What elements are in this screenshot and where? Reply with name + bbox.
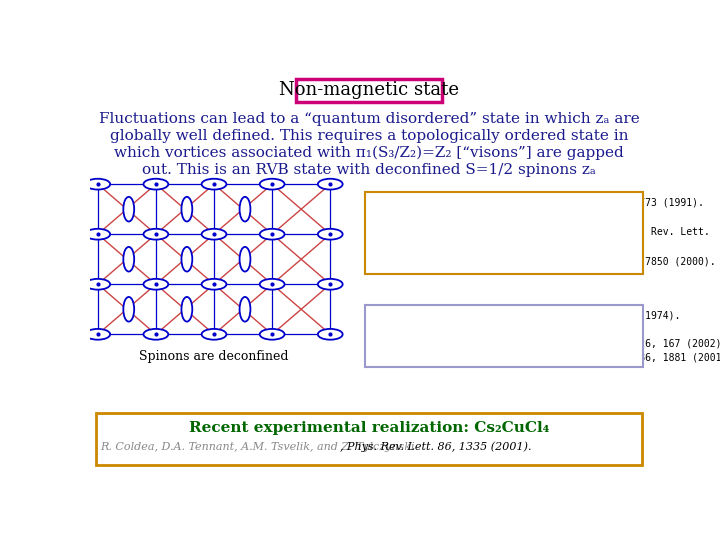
Ellipse shape [260,279,284,289]
Ellipse shape [143,329,168,340]
Ellipse shape [202,329,226,340]
Text: Recent experimental realization: Cs₂CuCl₄: Recent experimental realization: Cs₂CuCl… [189,421,549,435]
Ellipse shape [86,329,110,340]
Ellipse shape [240,247,251,272]
Ellipse shape [123,297,134,322]
Ellipse shape [66,197,76,221]
Text: G. Misguich and C. Lhuillier, Eur. Phys. J. B 26, 167 (2002).: G. Misguich and C. Lhuillier, Eur. Phys.… [369,339,720,349]
Ellipse shape [318,329,343,340]
Ellipse shape [143,229,168,240]
Ellipse shape [240,197,251,221]
Ellipse shape [143,179,168,190]
Ellipse shape [318,229,343,240]
Text: , Phys. Rev. Lett. 86, 1335 (2001).: , Phys. Rev. Lett. 86, 1335 (2001). [341,441,532,452]
Text: T. Senthil and M.P.A. Fisher, Phys. Rev. B 62, 7850 (2000).: T. Senthil and M.P.A. Fisher, Phys. Rev.… [369,256,716,267]
Ellipse shape [86,229,110,240]
Ellipse shape [86,279,110,289]
Ellipse shape [123,247,134,272]
Ellipse shape [143,279,168,289]
Text: P. Fazekas and P.W. Anderson, Phil Mag 30, 23 (1974).: P. Fazekas and P.W. Anderson, Phil Mag 3… [369,311,680,321]
Text: X. G. Wen, Phys. Rev. B 44, 2664 (1991).: X. G. Wen, Phys. Rev. B 44, 2664 (1991). [369,213,604,222]
Ellipse shape [66,297,76,322]
Text: out. This is an RVB state with deconfined S=1/2 spinons zₐ: out. This is an RVB state with deconfine… [142,163,596,177]
Text: R. Moessner and S.L. Sondhi, Phys. Rev. Lett. 86, 1881 (2001).: R. Moessner and S.L. Sondhi, Phys. Rev. … [369,353,720,363]
Ellipse shape [202,279,226,289]
Text: 72, 2089 (1994).: 72, 2089 (1994). [369,242,487,252]
Ellipse shape [260,329,284,340]
Ellipse shape [181,297,192,322]
Ellipse shape [181,197,192,221]
Text: R. Coldea, D.A. Tennant, A.M. Tsvelik, and Z. Tylczynski: R. Coldea, D.A. Tennant, A.M. Tsvelik, a… [100,442,415,452]
Ellipse shape [240,297,251,322]
Ellipse shape [318,279,343,289]
Text: Non-magnetic state: Non-magnetic state [279,81,459,99]
Text: globally well defined. This requires a topologically ordered state in: globally well defined. This requires a t… [109,129,629,143]
Ellipse shape [202,229,226,240]
Ellipse shape [181,247,192,272]
Text: which vortices associated with π₁(S₃/Z₂)=Z₂ [“visons”] are gapped: which vortices associated with π₁(S₃/Z₂)… [114,145,624,160]
Bar [96,413,642,465]
Ellipse shape [318,179,343,190]
Ellipse shape [260,229,284,240]
Ellipse shape [123,197,134,221]
FancyBboxPatch shape [296,79,442,102]
Ellipse shape [260,179,284,190]
Ellipse shape [202,179,226,190]
Text: S. Sachdev, Phys. Rev. B 45, 12377 (1992).: S. Sachdev, Phys. Rev. B 45, 12377 (1992… [369,325,616,335]
Ellipse shape [86,179,110,190]
Text: Fluctuations can lead to a “quantum disordered” state in which zₐ are: Fluctuations can lead to a “quantum diso… [99,112,639,126]
Text: Spinons are deconfined: Spinons are deconfined [139,350,289,363]
Ellipse shape [66,247,76,272]
Text: A.V. Chubukov, T. Senthil and S. Sachdev, Phys. Rev. Lett.: A.V. Chubukov, T. Senthil and S. Sachdev… [369,227,710,237]
Bar [365,192,644,274]
Text: N. Read and S. Sachdev, Phys. Rev. Lett. 66, 1773 (1991).: N. Read and S. Sachdev, Phys. Rev. Lett.… [369,198,704,208]
Bar [365,305,644,367]
